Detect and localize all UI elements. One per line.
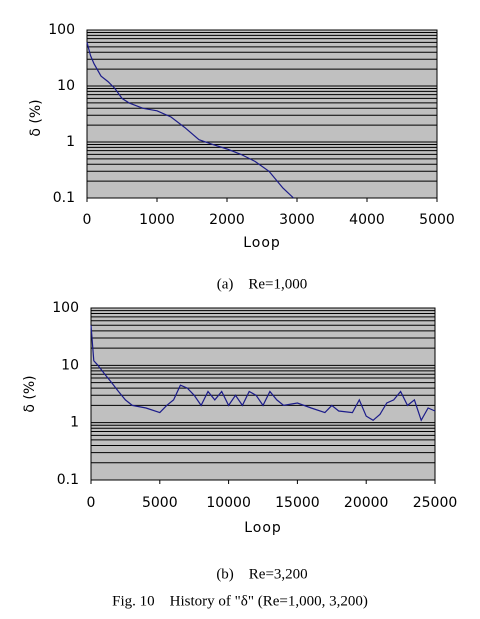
- x-tick-label: 5000: [142, 495, 178, 511]
- y-tick-label: 1: [66, 134, 75, 150]
- y-tick-label: 0.1: [57, 472, 79, 488]
- x-tick-label: 0: [87, 495, 96, 511]
- x-tick-label: 3000: [279, 212, 315, 228]
- plot-border: [90, 307, 436, 481]
- y-tick-label: 1: [70, 415, 79, 431]
- x-tick-label: 2000: [209, 212, 245, 228]
- x-tick-label: 20000: [344, 495, 389, 511]
- y-tick-label: 0.1: [53, 190, 75, 206]
- x-tick-label: 0: [83, 212, 92, 228]
- x-tick-label: 4000: [349, 212, 385, 228]
- plot-area: [87, 30, 437, 198]
- x-tick-label: 15000: [275, 495, 320, 511]
- subfigure-caption: (a) Re=1,000: [217, 276, 308, 292]
- y-axis-label: δ (%): [28, 99, 44, 136]
- x-tick-label: 25000: [413, 495, 458, 511]
- y-tick-label: 10: [61, 357, 79, 373]
- x-tick-label: 5000: [419, 212, 455, 228]
- x-tick-label: 10000: [206, 495, 251, 511]
- plot-area: [91, 308, 435, 480]
- subfigure-caption: (b) Re=3,200: [216, 566, 307, 582]
- data-line: [86, 42, 294, 199]
- x-axis-label: Loop: [244, 520, 282, 536]
- y-tick-label: 100: [48, 22, 75, 38]
- plot-border: [86, 29, 438, 199]
- data-line: [90, 325, 436, 422]
- figure-caption: Fig. 10 History of "δ" (Re=1,000, 3,200): [112, 593, 368, 609]
- x-axis-label: Loop: [243, 235, 281, 251]
- y-axis-label: δ (%): [22, 375, 38, 412]
- y-tick-label: 10: [57, 78, 75, 94]
- x-tick-label: 1000: [139, 212, 175, 228]
- y-tick-label: 100: [52, 300, 79, 316]
